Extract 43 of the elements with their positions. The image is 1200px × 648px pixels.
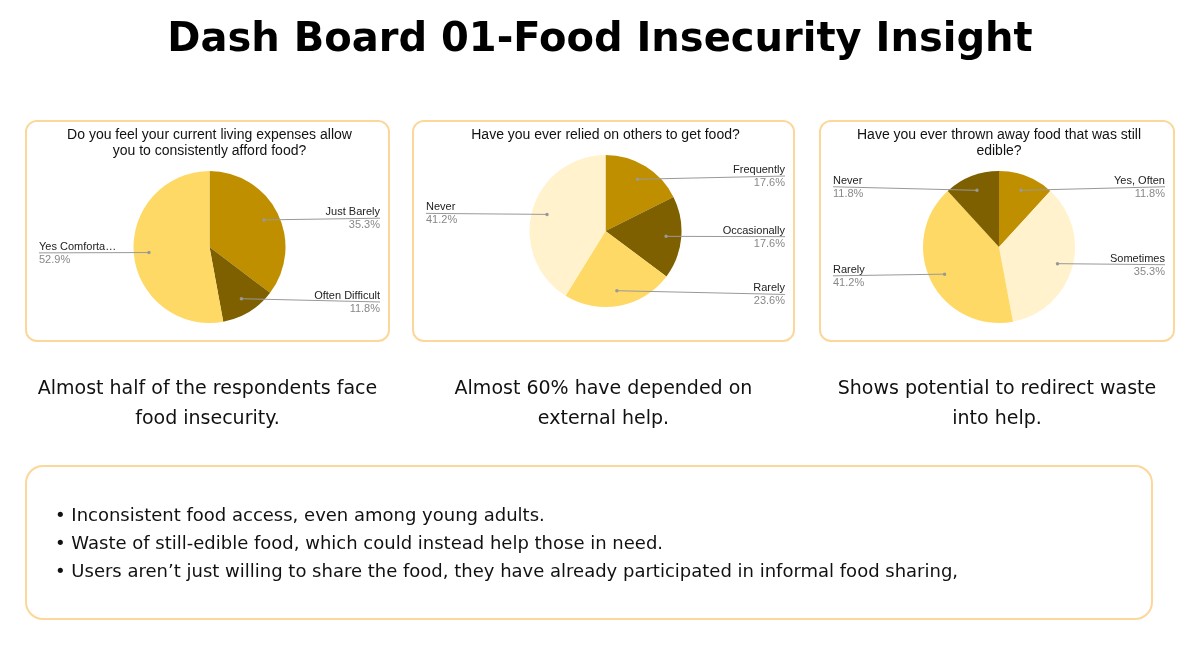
data-label: 41.2% <box>833 275 865 288</box>
data-label: 11.8% <box>1134 186 1166 199</box>
pie-slice <box>923 190 1013 323</box>
slice-label: Never <box>426 200 456 213</box>
slice-label: Yes Comforta… <box>39 239 117 252</box>
chart-title: Do you feel your current living expenses allow you to consistently afford food? <box>67 126 353 158</box>
pie-slice <box>999 171 1051 247</box>
text: Almost half of the respondents face food insecurity. <box>37 375 378 430</box>
slice-label: Rarely <box>833 262 866 275</box>
slice-label: Just Barely <box>325 205 381 218</box>
data-label: 11.8% <box>349 301 381 314</box>
pie-slice <box>529 155 606 296</box>
slice-label: Rarely <box>753 281 786 294</box>
slice-label: Often Difficult <box>314 288 380 301</box>
pie-slice <box>947 171 999 247</box>
data-label: 35.3% <box>1133 264 1166 277</box>
pie-slice <box>133 171 224 323</box>
data-label: 17.6% <box>753 176 786 189</box>
text: • Users aren’t just willing to share the food, they have already participated in informal food sharing, <box>55 559 960 583</box>
data-label: 52.9% <box>39 252 71 265</box>
chart-title: Have you ever relied on others to get food? <box>471 126 740 142</box>
slice-label: Never <box>833 173 863 186</box>
chart-title: Have you ever thrown away food that was still edible? <box>856 126 1142 158</box>
pie-slice <box>999 190 1075 322</box>
pie-slice <box>209 171 286 293</box>
data-label: 35.3% <box>348 218 381 231</box>
slice-label: Yes, Often <box>1114 173 1165 186</box>
data-label: 17.6% <box>753 236 786 249</box>
slice-label: Occasionally <box>722 223 786 236</box>
text: Dash Board 01-Food Insecurity Insight <box>166 14 1034 60</box>
text: Shows potential to redirect waste into help. <box>836 375 1158 430</box>
pie-slice <box>605 155 674 231</box>
data-label: 23.6% <box>753 294 786 307</box>
text: • Waste of still-edible food, which could instead help those in need. <box>55 531 665 555</box>
text: Almost 60% have depended on external help. <box>453 375 754 430</box>
data-label: 11.8% <box>833 186 864 199</box>
slice-label: Sometimes <box>1109 251 1166 264</box>
pie-slice <box>565 231 667 307</box>
slice-label: Frequently <box>733 163 786 176</box>
data-label: 41.2% <box>426 213 458 226</box>
text: • Inconsistent food access, even among young adults. <box>55 503 546 527</box>
pie-slice <box>605 196 682 277</box>
pie-slice <box>209 247 271 322</box>
